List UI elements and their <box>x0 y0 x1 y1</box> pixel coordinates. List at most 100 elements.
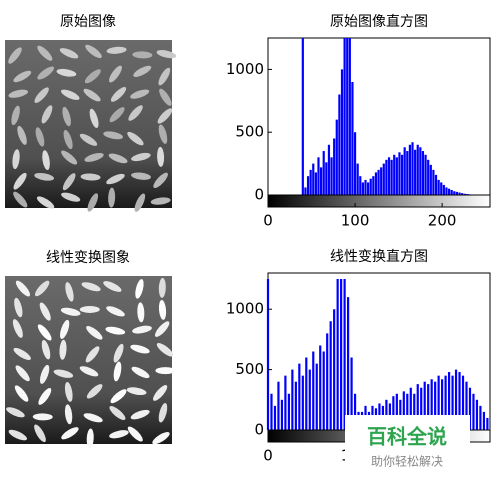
rice-grain <box>35 127 45 147</box>
rice-grain <box>81 282 101 292</box>
rice-grain <box>103 131 123 140</box>
rice-grain <box>8 47 22 64</box>
rice-grain <box>11 105 20 126</box>
rice-grain <box>128 105 143 121</box>
x-tick-label: 200 <box>428 212 457 230</box>
rice-grain <box>85 44 102 59</box>
watermark-title: 百科全说 <box>367 425 447 449</box>
rice-grain <box>105 326 126 335</box>
y-tick-label: 500 <box>235 123 264 141</box>
rice-grain <box>134 193 146 212</box>
rice-grain <box>15 365 30 382</box>
rice-grain <box>126 387 147 396</box>
rice-grain <box>34 424 46 443</box>
rice-grain <box>132 51 153 59</box>
rice-grain <box>37 45 53 61</box>
rice-grain <box>61 89 80 100</box>
rice-grain <box>156 50 177 59</box>
rice-grain <box>79 305 100 313</box>
rice-grain <box>60 307 81 316</box>
chart-title: 原始图像直方图 <box>330 13 428 30</box>
rice-grain <box>17 125 27 145</box>
rice-grain <box>37 66 55 80</box>
rice-grain <box>109 406 126 420</box>
rice-grain <box>64 404 73 425</box>
rice-grain <box>12 319 23 338</box>
rice-grain <box>37 324 52 341</box>
y-tick-label: 1000 <box>226 300 264 318</box>
rice-grain <box>153 172 168 189</box>
rice-grain <box>65 282 74 302</box>
rice-grain <box>12 149 20 170</box>
rice-grain <box>61 192 81 202</box>
rice-grain <box>113 361 122 382</box>
watermark-box <box>345 415 470 475</box>
rice-grain <box>131 172 151 180</box>
rice-grain <box>34 280 50 297</box>
rice-grain <box>85 346 100 363</box>
plot-area <box>267 37 491 196</box>
rice-grain <box>130 89 150 99</box>
x-tick-label: 0 <box>263 447 273 465</box>
rice-grain <box>84 69 101 84</box>
rice-grain <box>13 191 28 208</box>
rice-grain <box>109 65 122 83</box>
rice-grain <box>13 70 32 83</box>
rice-grain <box>8 89 29 98</box>
rice-grain <box>109 430 129 439</box>
rice-grain <box>131 152 151 162</box>
rice-grain <box>133 65 152 77</box>
rice-grain <box>158 403 168 423</box>
rice-grain <box>152 432 170 445</box>
rice-grain <box>127 426 143 442</box>
rice-grain <box>53 369 74 378</box>
rice-grain <box>130 409 150 420</box>
rice-grain <box>106 306 125 317</box>
rice-grain <box>41 105 53 124</box>
rice-grain <box>15 280 31 297</box>
rice-grain <box>14 385 29 402</box>
x-tick-label: 100 <box>341 212 370 230</box>
rice-grain <box>13 172 27 190</box>
rice-grain <box>132 325 152 334</box>
rice-grain <box>110 389 127 404</box>
colorbar <box>267 194 491 208</box>
rice-grain <box>103 281 122 292</box>
rice-grain <box>86 326 103 340</box>
rice-grain <box>158 67 171 86</box>
y-tick-label: 500 <box>235 360 264 378</box>
rice-grain <box>109 107 125 123</box>
rice-grain <box>80 173 101 181</box>
rice-grain <box>34 172 55 181</box>
rice-grain <box>41 339 51 360</box>
rice-grain <box>135 279 144 299</box>
rice-grain <box>39 364 50 384</box>
rice-grain <box>59 339 67 360</box>
rice-grain <box>108 187 116 208</box>
rice-grain <box>137 302 145 323</box>
rice-grain <box>113 343 124 363</box>
rice-grain <box>159 88 172 106</box>
rice-grain <box>153 385 168 401</box>
image-background <box>5 40 172 208</box>
rice-grain <box>131 366 150 379</box>
rice-grain <box>106 173 125 185</box>
rice-grain <box>158 277 166 298</box>
rice-grain <box>39 302 51 321</box>
rice-grain <box>61 427 79 440</box>
rice-grain <box>32 413 53 421</box>
rice-grain <box>157 108 173 124</box>
y-tick-label: 0 <box>254 421 264 439</box>
y-tick-label: 1000 <box>226 60 264 78</box>
y-tick-label: 0 <box>254 186 264 204</box>
rice-grain <box>79 366 99 377</box>
rice-grain <box>36 196 55 209</box>
rice-grain <box>63 129 73 150</box>
rice-grain <box>156 343 174 357</box>
rice-grain <box>127 131 144 146</box>
rice-grain <box>6 407 25 418</box>
rice-grain <box>38 388 52 405</box>
rice-grain <box>158 299 167 320</box>
